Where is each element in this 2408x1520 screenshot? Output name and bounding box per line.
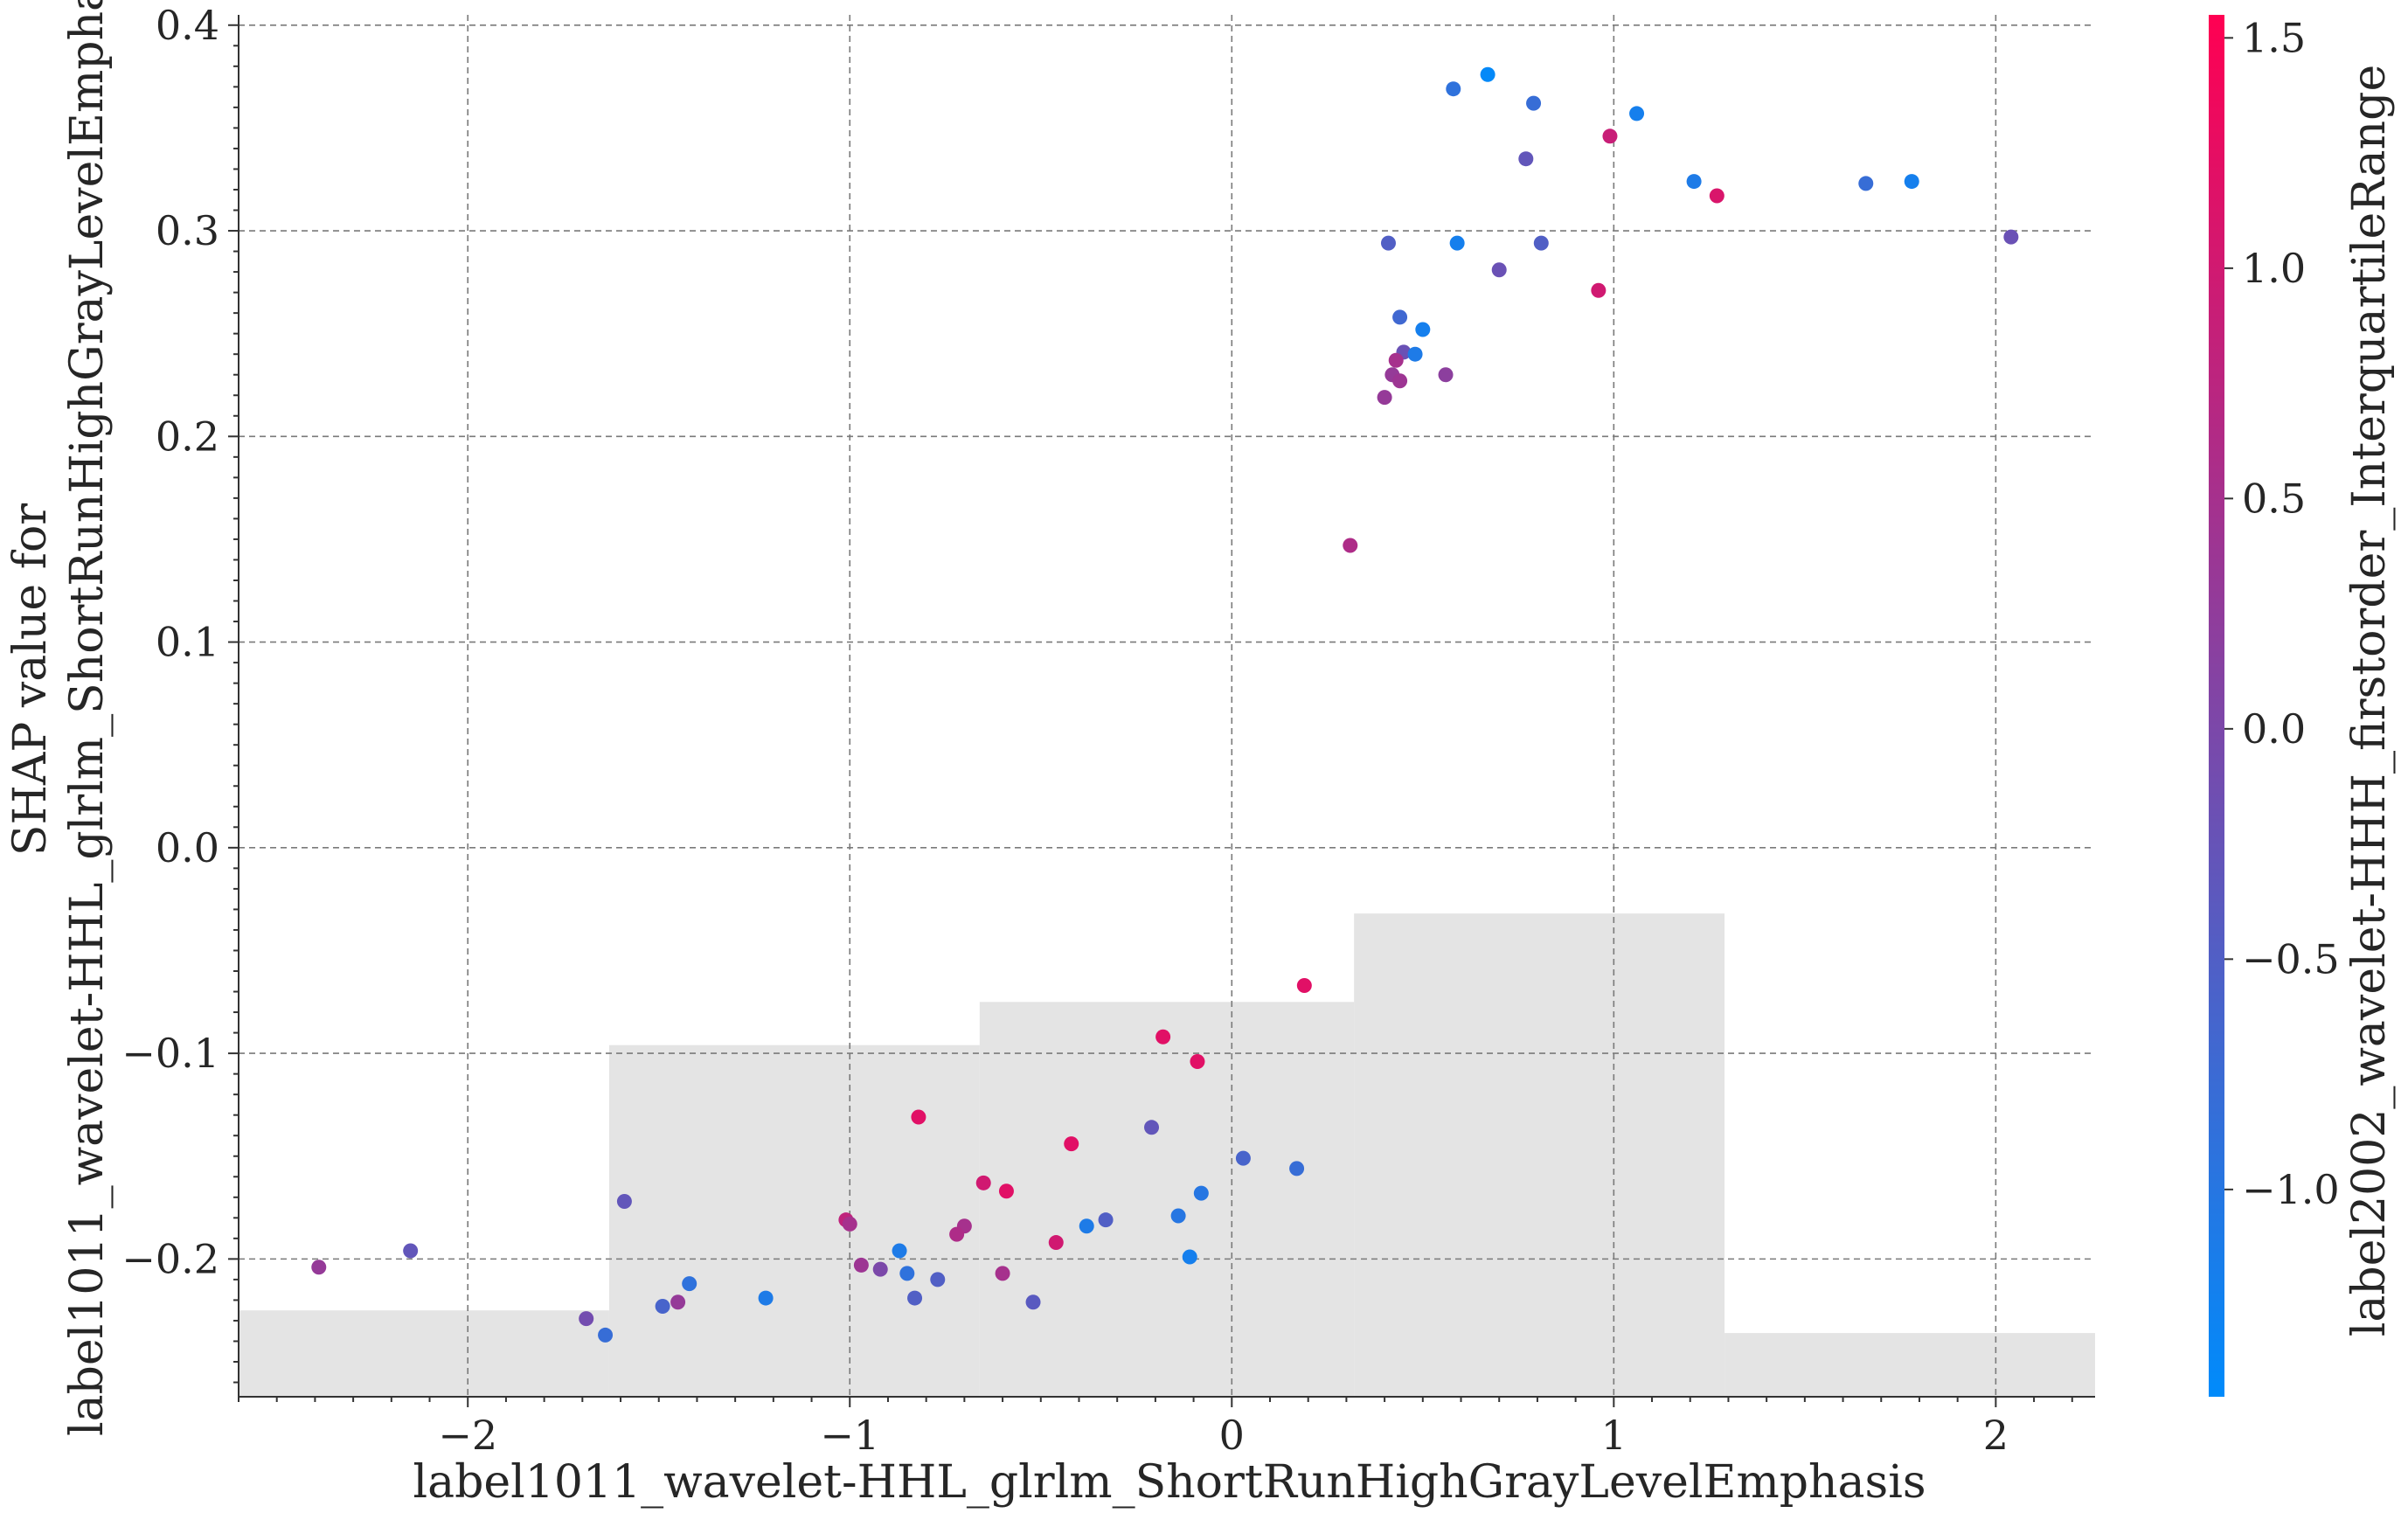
scatter-point-27 <box>1155 1029 1171 1045</box>
colorbar: −1.0 −0.5 0.0 0.5 1.0 1.5 label2002_wavelet-HH… <box>2209 14 2396 1397</box>
scatter-point-59 <box>1025 1294 1041 1310</box>
scatter-point-17 <box>1415 322 1431 337</box>
scatter-point-30 <box>1144 1120 1160 1135</box>
scatter-point-15 <box>1591 282 1606 298</box>
histogram-bar-2 <box>979 1002 1355 1397</box>
y-tick-label-3: 0.1 <box>156 619 219 666</box>
scatter-point-28 <box>1190 1054 1205 1070</box>
scatter-point-29 <box>911 1109 926 1125</box>
scatter-point-32 <box>1235 1150 1251 1166</box>
scatter-point-34 <box>975 1175 991 1190</box>
scatter-point-22 <box>1438 367 1454 383</box>
scatter-point-8 <box>1904 174 1919 190</box>
scatter-point-13 <box>1533 235 1549 251</box>
scatter-point-26 <box>1296 977 1312 993</box>
y-axis-label: SHAP value forlabel1011_wavelet-HHL_glrl… <box>4 0 114 1436</box>
scatter-point-40 <box>1098 1212 1114 1228</box>
scatter-point-43 <box>1079 1218 1094 1234</box>
scatter-point-54 <box>930 1272 946 1287</box>
scatter-point-52 <box>899 1266 915 1281</box>
x-tick-label-4: 2 <box>1983 1412 2009 1459</box>
scatter-point-47 <box>892 1243 907 1259</box>
scatter-point-37 <box>616 1193 632 1209</box>
scatter-point-10 <box>2003 229 2019 245</box>
y-tick-label-4: 0.2 <box>156 413 219 460</box>
scatter-point-57 <box>907 1290 923 1306</box>
scatter-point-11 <box>1380 235 1396 251</box>
scatter-point-62 <box>598 1327 614 1343</box>
histogram-bar-1 <box>608 1045 980 1397</box>
scatter-point-46 <box>403 1243 419 1259</box>
scatter-point-51 <box>872 1261 888 1277</box>
colorbar-tick-label-5: 1.5 <box>2242 14 2306 61</box>
scatter-point-25 <box>1343 538 1358 553</box>
scatter-point-1 <box>1446 81 1461 97</box>
colorbar-gradient <box>2209 15 2224 1397</box>
scatter-point-33 <box>1289 1161 1305 1176</box>
scatter-point-4 <box>1602 128 1618 144</box>
y-tick-label-5: 0.3 <box>156 207 219 254</box>
y-tick-label-0: −0.2 <box>121 1235 219 1282</box>
x-tick-label-2: 0 <box>1219 1412 1245 1459</box>
scatter-point-55 <box>682 1276 697 1292</box>
scatter-point-20 <box>1388 352 1404 368</box>
colorbar-tick-label-3: 0.5 <box>2242 475 2306 522</box>
scatter-point-49 <box>311 1260 327 1275</box>
scatter-point-16 <box>1392 309 1408 325</box>
y-tick-label-1: −0.1 <box>121 1030 219 1077</box>
scatter-point-45 <box>1048 1235 1064 1251</box>
scatter-point-44 <box>949 1226 965 1242</box>
histogram-bar-4 <box>1724 1333 2095 1397</box>
scatter-point-3 <box>1629 106 1645 121</box>
scatter-point-7 <box>1858 176 1874 191</box>
scatter-point-23 <box>1392 373 1408 389</box>
colorbar-tick-label-1: −0.5 <box>2242 935 2340 982</box>
axes: −2 −1 0 1 2 −0.2 −0.1 0.0 0.1 0.2 0.3 0.4 label1011_… <box>4 0 2095 1509</box>
scatter-point-6 <box>1686 174 1702 190</box>
scatter-point-2 <box>1526 95 1542 111</box>
scatter-point-0 <box>1480 66 1495 82</box>
scatter-point-41 <box>842 1216 857 1232</box>
scatter-point-14 <box>1491 262 1507 278</box>
scatter-point-61 <box>579 1311 594 1327</box>
scatter-point-60 <box>655 1298 670 1314</box>
x-tick-label-0: −2 <box>438 1412 497 1459</box>
colorbar-label: label2002_wavelet-HHH_firstorder_Interqu… <box>2343 65 2396 1336</box>
scatter-point-19 <box>1407 346 1423 362</box>
y-tick-label-2: 0.0 <box>156 824 219 871</box>
scatter-point-12 <box>1449 235 1465 251</box>
histogram-bar-0 <box>239 1310 609 1397</box>
x-tick-label-3: 1 <box>1601 1412 1627 1459</box>
scatter-point-38 <box>1170 1208 1186 1224</box>
scatter-point-5 <box>1518 151 1534 167</box>
grid <box>239 15 2095 1397</box>
scatter-point-35 <box>998 1183 1014 1199</box>
scatter-point-48 <box>1182 1249 1197 1265</box>
y-tick-label-6: 0.4 <box>156 2 219 49</box>
histogram-bar-3 <box>1354 913 1725 1397</box>
histogram-background <box>239 913 2095 1397</box>
scatter-points <box>311 66 2019 1343</box>
colorbar-tick-label-2: 0.0 <box>2242 705 2306 753</box>
scatter-point-24 <box>1377 390 1392 406</box>
scatter-point-56 <box>758 1290 774 1306</box>
colorbar-tick-label-4: 1.0 <box>2242 245 2306 292</box>
x-tick-label-1: −1 <box>820 1412 879 1459</box>
scatter-point-58 <box>670 1294 686 1310</box>
x-axis-label: label1011_wavelet-HHL_glrlm_ShortRunHigh… <box>413 1456 1926 1509</box>
scatter-point-53 <box>995 1266 1010 1281</box>
scatter-point-31 <box>1064 1136 1079 1152</box>
scatter-point-9 <box>1709 188 1724 204</box>
scatter-point-36 <box>1193 1185 1209 1201</box>
colorbar-tick-label-0: −1.0 <box>2242 1166 2340 1213</box>
scatter-point-50 <box>853 1257 869 1273</box>
